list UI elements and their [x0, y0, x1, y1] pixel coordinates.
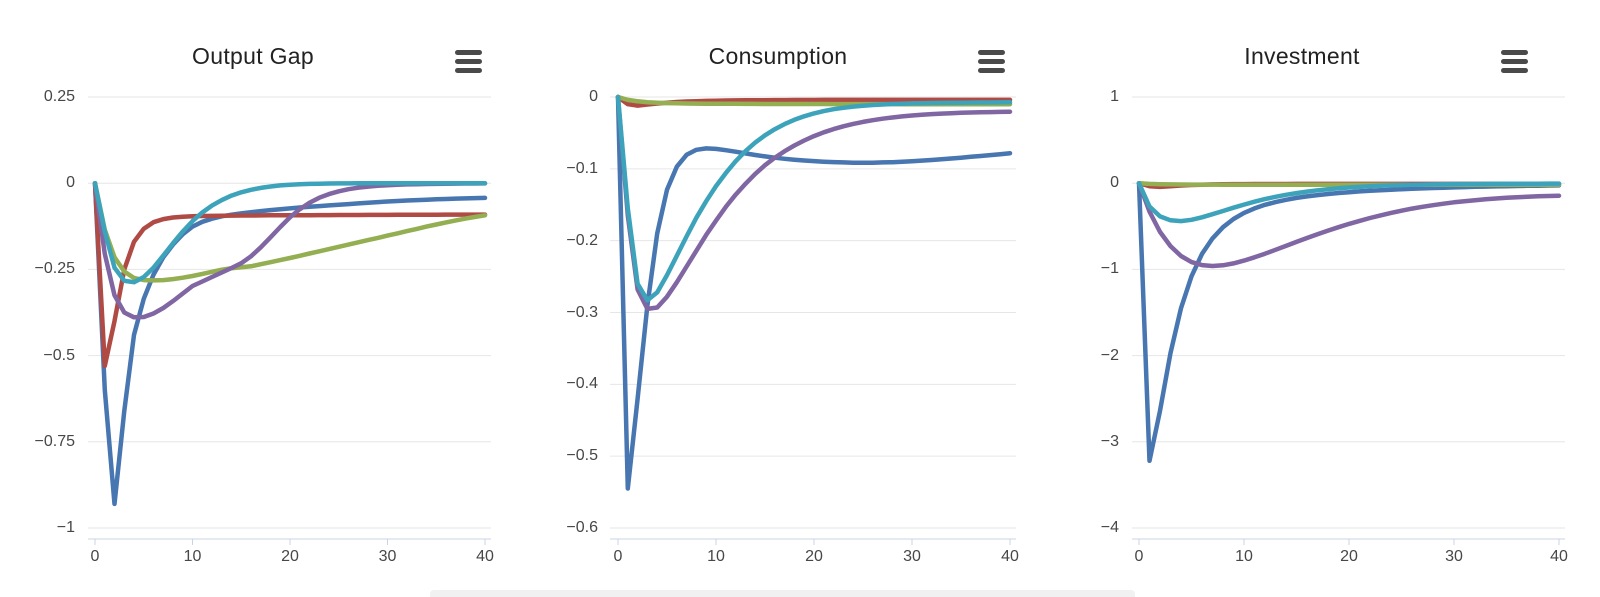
- chart-context-menu-button[interactable]: [978, 50, 1005, 73]
- x-tick-label: 30: [1445, 548, 1463, 565]
- y-tick-label: −1: [56, 519, 75, 536]
- chart-title-output-gap: Output Gap: [192, 43, 314, 69]
- x-tick-label: 0: [90, 548, 100, 565]
- y-tick-label: −0.4: [566, 375, 598, 393]
- hamburger-menu-icon: [455, 50, 482, 73]
- chart-context-menu-button[interactable]: [1501, 50, 1528, 73]
- series-line-blue[interactable]: [92, 180, 488, 507]
- y-tick-label: −0.3: [566, 303, 598, 321]
- x-tick-label: 30: [903, 548, 921, 565]
- y-tick-label: −4: [1100, 519, 1119, 536]
- x-tick-label: 20: [805, 548, 823, 565]
- x-tick-label: 20: [281, 548, 299, 565]
- hamburger-menu-icon: [1501, 50, 1528, 73]
- x-tick-label: 20: [1340, 548, 1358, 565]
- y-tick-label: 0: [589, 88, 598, 105]
- series-line-teal[interactable]: [92, 180, 488, 285]
- x-tick-label: 0: [1134, 548, 1144, 565]
- y-tick-label: 1: [1110, 88, 1119, 105]
- hamburger-menu-icon: [978, 50, 1005, 73]
- y-tick-label: 0: [1110, 174, 1119, 192]
- x-tick-label: 30: [378, 548, 397, 565]
- y-tick-label: −0.1: [566, 159, 598, 177]
- series-line-teal[interactable]: [1136, 180, 1562, 224]
- y-tick-label: −2: [1100, 346, 1119, 364]
- bottom-panel-edge: [430, 590, 1135, 597]
- x-tick-label: 10: [1235, 548, 1253, 565]
- y-tick-label: 0: [66, 174, 75, 192]
- x-tick-label: 10: [707, 548, 725, 565]
- y-tick-label: −1: [1100, 260, 1119, 278]
- series-line-purple[interactable]: [615, 94, 1013, 312]
- series-line-blue[interactable]: [615, 94, 1013, 491]
- chart-title-consumption: Consumption: [708, 43, 848, 69]
- y-tick-label: −0.25: [34, 260, 75, 278]
- series-line-teal[interactable]: [615, 94, 1013, 303]
- chart-title-investment: Investment: [1244, 43, 1360, 69]
- y-tick-label: −0.2: [566, 231, 598, 249]
- x-tick-label: 40: [1550, 548, 1568, 565]
- chart-context-menu-button[interactable]: [455, 50, 482, 73]
- y-tick-label: 0.25: [43, 88, 75, 105]
- series-line-green[interactable]: [92, 180, 488, 283]
- series-line-purple[interactable]: [1136, 180, 1562, 269]
- series-line-purple[interactable]: [92, 180, 488, 320]
- x-tick-label: 40: [476, 548, 494, 565]
- y-tick-label: −3: [1100, 432, 1119, 450]
- y-tick-label: −0.5: [43, 346, 75, 364]
- x-tick-label: 10: [183, 548, 202, 565]
- x-tick-label: 0: [613, 548, 623, 565]
- y-tick-label: −0.6: [566, 519, 598, 536]
- y-tick-label: −0.75: [34, 432, 75, 450]
- x-tick-label: 40: [1001, 548, 1019, 565]
- y-tick-label: −0.5: [566, 447, 598, 465]
